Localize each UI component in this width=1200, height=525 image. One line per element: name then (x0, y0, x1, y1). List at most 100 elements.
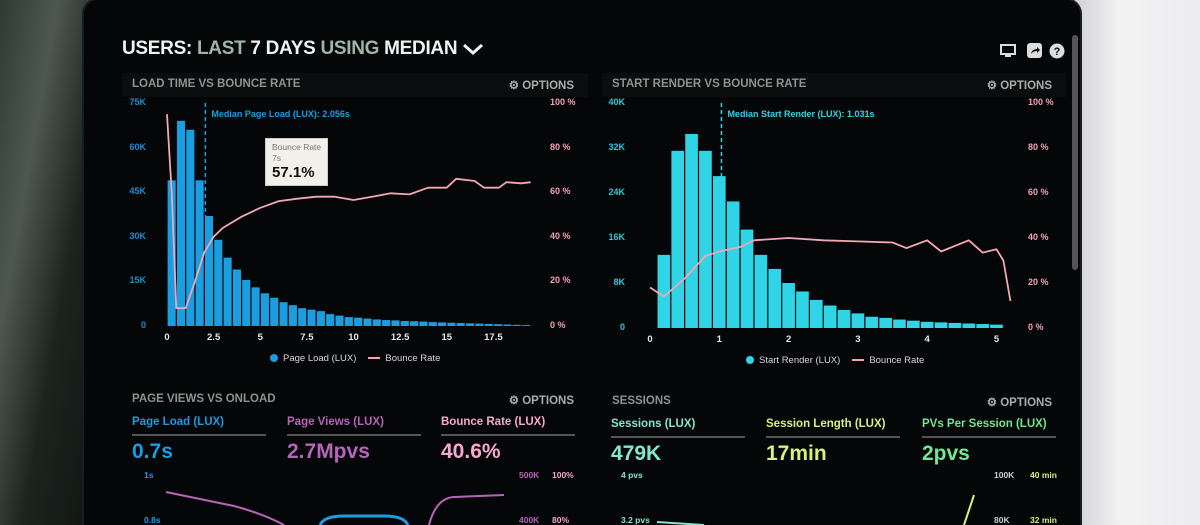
left-axis-tick: 1s (144, 470, 154, 480)
bar[interactable] (382, 320, 391, 326)
bar[interactable] (823, 305, 837, 329)
bar[interactable] (186, 129, 195, 326)
bar[interactable] (475, 323, 484, 326)
bar[interactable] (363, 318, 372, 326)
dashboard-screen: USERS: LAST 7 DAYS USING MEDIAN ? LOAD T… (84, 0, 1080, 525)
bar[interactable] (372, 319, 381, 326)
bar[interactable] (493, 324, 503, 326)
bar[interactable] (503, 324, 512, 326)
bar[interactable] (456, 323, 465, 326)
legend: Page Load (LUX) Bounce Rate (270, 353, 440, 364)
stat-value: 2pvs (922, 442, 970, 465)
bar[interactable] (223, 257, 232, 326)
options-button[interactable]: ⚙ OPTIONS (509, 393, 574, 407)
bar[interactable] (410, 321, 419, 326)
x-tick-label: 0 (647, 334, 653, 345)
x-tick-label: 2 (785, 334, 792, 345)
y2-tick-label: 40 % (1028, 232, 1049, 242)
bar[interactable] (288, 305, 297, 326)
bar[interactable] (214, 239, 223, 326)
bar[interactable] (699, 150, 712, 328)
bar[interactable] (176, 120, 186, 326)
bar[interactable] (920, 321, 934, 328)
bar[interactable] (251, 287, 260, 326)
bar[interactable] (907, 320, 920, 328)
bar[interactable] (391, 320, 400, 326)
bar[interactable] (962, 323, 976, 329)
bar[interactable] (990, 324, 1003, 328)
bar[interactable] (754, 254, 768, 328)
bar[interactable] (260, 293, 269, 326)
monitor-icon[interactable] (1000, 44, 1016, 58)
bar[interactable] (809, 299, 823, 328)
options-button[interactable]: ⚙ OPTIONS (987, 395, 1052, 409)
bar[interactable] (934, 322, 948, 328)
bar[interactable] (521, 325, 531, 326)
options-button[interactable]: ⚙ OPTIONS (509, 78, 574, 92)
bar[interactable] (354, 317, 363, 326)
chevron-down-icon[interactable] (462, 42, 484, 56)
bar[interactable] (204, 215, 214, 326)
background-wall (1070, 0, 1200, 525)
bar[interactable] (335, 315, 344, 326)
legend-dot (270, 354, 278, 363)
bar[interactable] (438, 322, 447, 326)
title-metric: MEDIAN (384, 38, 458, 59)
bar[interactable] (512, 324, 521, 326)
share-icon[interactable] (1027, 43, 1042, 58)
bar[interactable] (879, 317, 892, 328)
right-axis-tick: 32 min (1030, 515, 1057, 525)
bar[interactable] (740, 229, 754, 328)
bar[interactable] (298, 308, 307, 326)
legend-label[interactable]: Bounce Rate (385, 353, 441, 364)
bar[interactable] (279, 302, 288, 326)
bar[interactable] (657, 254, 671, 328)
options-button[interactable]: ⚙ OPTIONS (987, 78, 1052, 92)
panel-title: SESSIONS (612, 395, 671, 407)
legend-line (852, 359, 865, 362)
median-annotation: Median Start Render (LUX): 1.031s (727, 109, 874, 119)
bounce-rate-line[interactable] (649, 237, 1012, 302)
bar[interactable] (316, 311, 325, 326)
bar[interactable] (685, 133, 698, 328)
stat-value: 2.7Mpvs (287, 440, 370, 463)
bar[interactable] (307, 309, 316, 326)
legend-label[interactable]: Bounce Rate (869, 355, 925, 366)
legend-label[interactable]: Start Render (LUX) (759, 355, 841, 366)
bar[interactable] (195, 180, 204, 326)
y2-tick-label: 60 % (550, 186, 571, 197)
bar[interactable] (865, 316, 879, 328)
help-icon[interactable]: ? (1049, 43, 1065, 59)
bar[interactable] (447, 322, 456, 326)
bar[interactable] (344, 317, 353, 326)
bar[interactable] (948, 322, 962, 328)
bar[interactable] (726, 201, 740, 328)
legend-line (368, 357, 381, 360)
y-tick-label: 24K (608, 187, 625, 197)
bar[interactable] (232, 269, 241, 326)
bar[interactable] (326, 314, 335, 326)
bar[interactable] (428, 322, 437, 326)
bar[interactable] (851, 313, 865, 328)
scrollbar[interactable] (1072, 35, 1078, 270)
bar[interactable] (837, 310, 851, 328)
bar[interactable] (400, 320, 409, 326)
bar[interactable] (976, 324, 989, 328)
bar[interactable] (419, 321, 428, 326)
bar[interactable] (484, 323, 493, 326)
bar[interactable] (270, 297, 279, 326)
gear-icon: ⚙ (508, 80, 520, 92)
bar[interactable] (768, 268, 782, 328)
bar[interactable] (782, 283, 795, 328)
bounce-rate-line[interactable] (166, 114, 531, 310)
bar[interactable] (893, 319, 906, 328)
right-axis-tick: 80K (994, 515, 1010, 525)
bar[interactable] (671, 150, 685, 328)
bar[interactable] (796, 291, 809, 328)
legend-label[interactable]: Page Load (LUX) (283, 353, 357, 364)
left-axis-tick: 4 pvs (621, 470, 643, 480)
bar[interactable] (242, 279, 251, 326)
bar[interactable] (167, 180, 176, 326)
page-title[interactable]: USERS: LAST 7 DAYS USING MEDIAN (122, 38, 484, 60)
bar[interactable] (466, 323, 475, 326)
